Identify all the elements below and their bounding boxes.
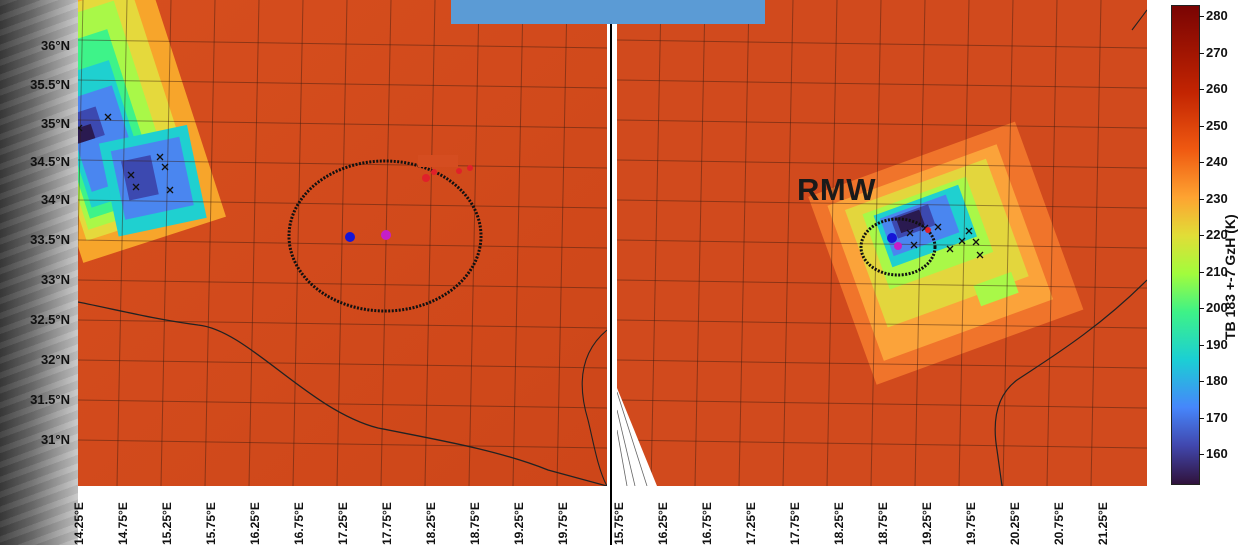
colorbar-tick-220: 220 [1206,227,1228,242]
right-graticule [617,0,1147,486]
center-marker-magenta [381,230,391,240]
lon-label-right-18-25: 18.25°E [832,502,846,545]
lon-label-right-19-75: 19.75°E [964,502,978,545]
lat-label-33: 33°N [40,272,70,287]
x-markers-left [78,113,174,194]
lon-label-left-18-25: 18.25°E [424,502,438,545]
lon-label-right-15-75: 15.75°E [612,502,626,545]
left-graticule [78,0,607,486]
colorbar-tick-240: 240 [1206,154,1228,169]
colorbar-tick-260: 260 [1206,81,1228,96]
lat-label-32: 32°N [40,352,70,367]
lon-label-left-16-75: 16.75°E [292,502,306,545]
cloud-swath-right [808,121,1084,385]
lat-label-36: 36°N [40,38,70,53]
center-marker-blue-right [887,233,897,243]
lat-label-34-5: 34.5°N [30,154,70,169]
background-satellite-strip [0,0,78,545]
lon-label-right-16-25: 16.25°E [656,502,670,545]
lon-label-left-17-75: 17.75°E [380,502,394,545]
lon-label-left-16-25: 16.25°E [248,502,262,545]
lat-label-34: 34°N [40,192,70,207]
lat-label-31-5: 31.5°N [30,392,70,407]
red-track-points [422,165,473,182]
colorbar-tick-250: 250 [1206,118,1228,133]
colorbar [1171,5,1200,485]
lon-label-right-18-75: 18.75°E [876,502,890,545]
coastline-right [994,279,1147,486]
left-map-panel [78,0,607,486]
lat-label-33-5: 33.5°N [30,232,70,247]
center-marker-blue [345,232,355,242]
colorbar-tick-190: 190 [1206,337,1228,352]
lon-label-left-19-25: 19.25°E [512,502,526,545]
colorbar-tick-230: 230 [1206,191,1228,206]
panel-divider [608,0,614,545]
right-map-svg [617,0,1147,486]
lon-label-right-20-25: 20.25°E [1008,502,1022,545]
lon-label-left-14-75: 14.75°E [116,502,130,545]
lon-label-left-18-75: 18.75°E [468,502,482,545]
colorbar-tick-210: 210 [1206,264,1228,279]
lat-label-32-5: 32.5°N [30,312,70,327]
lon-label-right-17-25: 17.25°E [744,502,758,545]
colorbar-tick-160: 160 [1206,446,1228,461]
lat-label-35: 35°N [40,116,70,131]
colorbar-tick-170: 170 [1206,410,1228,425]
center-marker-magenta-right [894,242,902,250]
lon-label-left-17-25: 17.25°E [336,502,350,545]
lon-label-right-20-75: 20.75°E [1052,502,1066,545]
colorbar-tick-270: 270 [1206,45,1228,60]
coastline [78,301,607,486]
colorbar-tick-200: 200 [1206,300,1228,315]
cloud-swath-left-lower [98,124,207,237]
rmw-annotation: RMW [797,172,876,207]
lon-label-left-15-25: 15.25°E [160,502,174,545]
lon-label-left-19-75: 19.75°E [556,502,570,545]
lon-label-right-19-25: 19.25°E [920,502,934,545]
red-point-right [925,227,931,233]
colorbar-tick-180: 180 [1206,373,1228,388]
left-map-svg [78,0,607,486]
no-data-region [617,388,657,486]
right-map-panel [617,0,1147,486]
rmw-circle-left [287,159,483,313]
lon-label-right-21-25: 21.25°E [1096,502,1110,545]
lat-label-35-5: 35.5°N [30,77,70,92]
colorbar-title: TB 183 +-7 GzH (K) [1222,214,1238,340]
lon-label-right-17-75: 17.75°E [788,502,802,545]
lon-label-right-16-75: 16.75°E [700,502,714,545]
overlay-banner [451,0,765,24]
rmw-circle-right [859,217,937,277]
colorbar-tick-280: 280 [1206,8,1228,23]
lat-label-31: 31°N [40,432,70,447]
lon-label-left-14-25: 14.25°E [72,502,86,545]
lon-label-left-15-75: 15.75°E [204,502,218,545]
